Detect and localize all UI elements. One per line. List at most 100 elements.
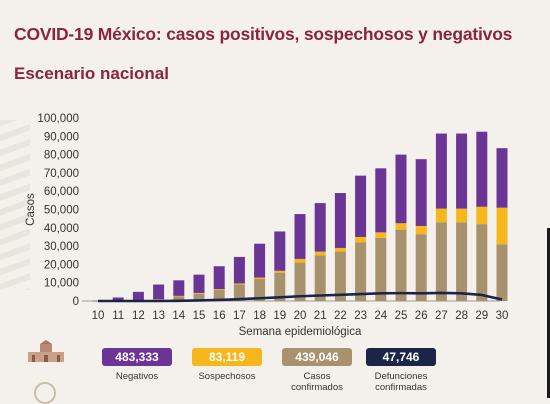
bar-negativos bbox=[476, 131, 488, 207]
bar-confirmados bbox=[193, 293, 205, 301]
bar-confirmados bbox=[476, 224, 488, 301]
y-tick-label: 90,000 bbox=[44, 131, 79, 143]
building-logo-icon bbox=[28, 340, 64, 362]
legend-item-negativos: 483,333 Negativos bbox=[92, 348, 182, 382]
x-tick-label: 18 bbox=[253, 310, 266, 322]
bar-sospechosos bbox=[213, 289, 225, 291]
bar-confirmados bbox=[435, 222, 447, 301]
bar-sospechosos bbox=[435, 208, 447, 223]
seal-icon bbox=[34, 382, 56, 404]
bar-negativos bbox=[254, 243, 266, 278]
x-tick-label: 20 bbox=[294, 310, 307, 322]
y-tick-label: 40,000 bbox=[44, 223, 79, 235]
bar-negativos bbox=[274, 231, 286, 271]
bar-sospechosos bbox=[233, 283, 245, 285]
bar-confirmados bbox=[395, 229, 407, 301]
x-tick-label: 12 bbox=[132, 310, 145, 322]
y-tick-label: 60,000 bbox=[44, 186, 79, 198]
y-tick-label: 20,000 bbox=[44, 259, 79, 271]
bar-negativos bbox=[334, 193, 346, 248]
bar-sospechosos bbox=[274, 270, 286, 273]
legend-value-confirmados: 439,046 bbox=[282, 348, 352, 366]
page-subtitle: Escenario nacional bbox=[14, 64, 169, 83]
x-axis-title: Semana epidemiológica bbox=[239, 326, 362, 338]
legend-value-defunciones: 47,746 bbox=[366, 348, 436, 366]
bar-sospechosos bbox=[314, 251, 326, 256]
bar-negativos bbox=[153, 284, 165, 300]
bar-confirmados bbox=[334, 251, 346, 301]
bar-negativos bbox=[193, 274, 205, 293]
legend-label-defunciones: Defunciones confirmadas bbox=[374, 371, 428, 393]
x-tick-label: 28 bbox=[455, 310, 468, 322]
bar-negativos bbox=[213, 266, 225, 290]
bar-confirmados bbox=[254, 279, 266, 301]
y-tick-label: 80,000 bbox=[44, 150, 79, 162]
bar-sospechosos bbox=[395, 223, 407, 230]
page-title: COVID-19 México: casos positivos, sospec… bbox=[14, 24, 513, 44]
bar-negativos bbox=[415, 159, 427, 226]
bar-confirmados bbox=[375, 237, 387, 301]
x-tick-label: 10 bbox=[92, 310, 105, 322]
bar-negativos bbox=[314, 203, 326, 252]
bar-confirmados bbox=[294, 262, 306, 301]
bar-negativos bbox=[375, 168, 387, 233]
bar-sospechosos bbox=[334, 247, 346, 252]
bar-confirmados bbox=[496, 244, 508, 301]
bar-negativos bbox=[233, 256, 245, 284]
bar-confirmados bbox=[274, 272, 286, 301]
bar-sospechosos bbox=[193, 292, 205, 294]
bar-sospechosos bbox=[456, 208, 468, 223]
bar-negativos bbox=[294, 214, 306, 259]
bar-negativos bbox=[496, 148, 508, 208]
bar-confirmados bbox=[456, 222, 468, 301]
legend-value-negativos: 483,333 bbox=[102, 348, 172, 366]
bar-sospechosos bbox=[375, 232, 387, 238]
legend-value-sospechosos: 83,119 bbox=[192, 348, 262, 366]
line-defunciones bbox=[98, 291, 503, 303]
bar-sospechosos bbox=[355, 236, 367, 243]
bar-confirmados bbox=[173, 296, 185, 301]
bar-sospechosos bbox=[294, 258, 306, 263]
legend-item-defunciones: 47,746 Defunciones confirmadas bbox=[356, 348, 446, 393]
edge-strip bbox=[547, 228, 550, 398]
x-tick-label: 16 bbox=[213, 310, 226, 322]
x-tick-label: 24 bbox=[374, 310, 387, 322]
bar-sospechosos bbox=[476, 206, 488, 225]
x-tick-label: 25 bbox=[395, 310, 408, 322]
bar-sospechosos bbox=[496, 207, 508, 245]
bar-negativos bbox=[435, 133, 447, 209]
y-tick-label: 30,000 bbox=[44, 241, 79, 253]
legend-label-confirmados: Casos confirmados bbox=[291, 371, 343, 393]
bar-negativos bbox=[173, 280, 185, 296]
x-tick-label: 30 bbox=[496, 310, 509, 322]
legend-item-sospechosos: 83,119 Sospechosos bbox=[182, 348, 272, 382]
bar-sospechosos bbox=[254, 277, 266, 280]
y-tick-label: 50,000 bbox=[44, 205, 79, 217]
bar-negativos bbox=[456, 133, 468, 209]
bar-sospechosos bbox=[173, 295, 185, 297]
legend: 483,333 Negativos 83,119 Sospechosos 439… bbox=[0, 348, 550, 402]
bar-confirmados bbox=[415, 234, 427, 301]
bar-confirmados bbox=[355, 242, 367, 301]
x-tick-label: 17 bbox=[233, 310, 246, 322]
x-tick-label: 22 bbox=[334, 310, 347, 322]
bar-sospechosos bbox=[415, 225, 427, 235]
x-tick-label: 13 bbox=[152, 310, 165, 322]
legend-label-negativos: Negativos bbox=[115, 371, 159, 382]
x-tick-label: 26 bbox=[415, 310, 428, 322]
x-tick-label: 19 bbox=[273, 310, 286, 322]
background-pattern bbox=[0, 120, 30, 290]
bar-negativos bbox=[395, 154, 407, 224]
bar-confirmados bbox=[314, 255, 326, 301]
x-tick-label: 11 bbox=[112, 310, 124, 322]
y-tick-label: 70,000 bbox=[44, 168, 79, 180]
y-axis-title: Casos bbox=[25, 193, 37, 226]
x-tick-label: 15 bbox=[193, 310, 206, 322]
legend-label-sospechosos: Sospechosos bbox=[198, 371, 256, 382]
bar-confirmados bbox=[213, 290, 225, 301]
bar-negativos bbox=[112, 297, 124, 301]
bar-negativos bbox=[132, 291, 144, 301]
bar-negativos bbox=[355, 175, 367, 237]
x-tick-label: 23 bbox=[354, 310, 367, 322]
bar-sospechosos bbox=[153, 299, 165, 300]
